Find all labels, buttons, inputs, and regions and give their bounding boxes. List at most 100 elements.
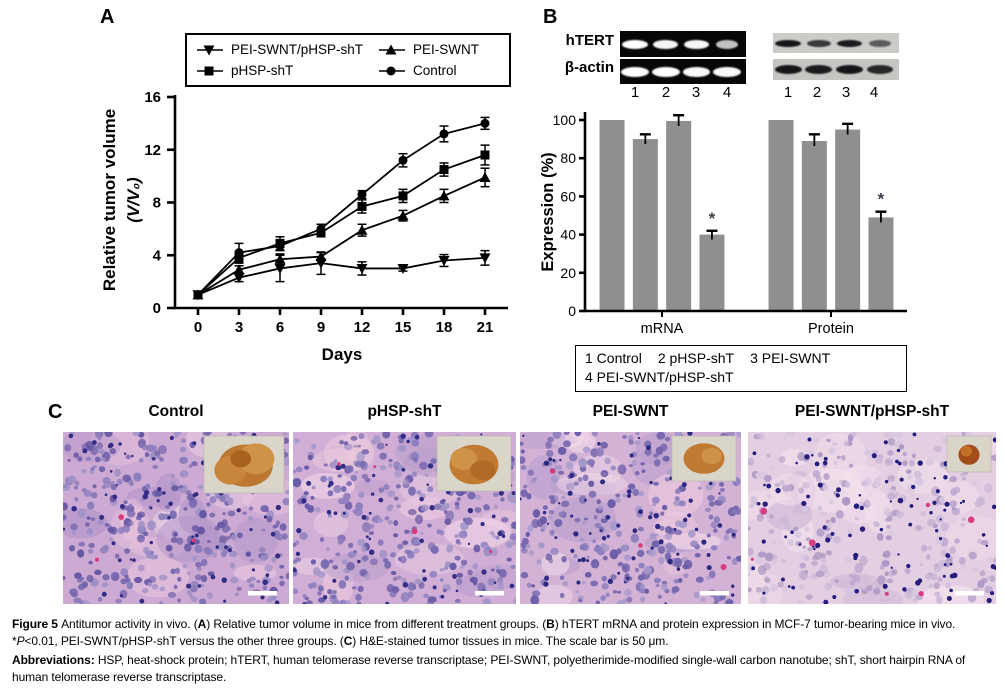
svg-text:3: 3	[235, 319, 243, 336]
svg-text:20: 20	[560, 265, 576, 281]
scale-bar	[700, 591, 729, 596]
blot-images: hTERT β-actin 1 2 3 4 1 2 3 4	[540, 28, 1004, 104]
expression-bar-chart: * mRNA * Protein 0 20 40 60 80 100 Expression (%)	[540, 112, 907, 337]
panel-b-label: B	[543, 6, 558, 28]
protein-band	[806, 39, 831, 47]
legend-label: PEI-SWNT	[413, 42, 479, 57]
caption-abbreviations: Abbreviations: HSP, heat-shock protein; …	[12, 652, 994, 686]
bar-Control	[768, 120, 794, 311]
legend-entry: 1 Control	[585, 350, 642, 366]
blot-row-label-bactin: β-actin	[564, 59, 614, 76]
blot-row-label-htert: hTERT	[565, 32, 614, 49]
he-stain-image	[520, 432, 741, 604]
error-bar	[639, 133, 651, 145]
significance-asterisk: *	[878, 190, 885, 209]
tumor-photo-inset	[436, 435, 512, 492]
triangle-up-marker-icon	[379, 44, 405, 54]
legend-item: PEI-SWNT	[377, 42, 501, 57]
caption-text: Figure 5 Antitumor activity in vivo. (A)…	[12, 616, 994, 650]
bar-PEI-SWNT	[835, 129, 861, 311]
histology-title-pei-swnt: PEI-SWNT	[592, 403, 669, 420]
lane-number: 1	[783, 84, 793, 101]
svg-text:(V/V₀): (V/V₀)	[124, 177, 143, 223]
lane-number: 4	[869, 84, 879, 101]
svg-text:Expression (%): Expression (%)	[540, 152, 557, 271]
blot-protein-bactin	[773, 59, 899, 80]
lane-number: 1	[630, 84, 640, 101]
protein-band	[835, 65, 863, 74]
scale-bar	[475, 591, 504, 596]
svg-text:80: 80	[560, 150, 576, 166]
legend-item: pHSP-shT	[195, 63, 377, 78]
legend-entry: 4 PEI-SWNT/pHSP-shT	[585, 369, 734, 385]
scale-bar	[955, 591, 984, 596]
protein-band	[774, 65, 802, 74]
triangle-down-marker-icon	[197, 45, 223, 55]
svg-text:18: 18	[436, 319, 453, 336]
tumor-photo-inset	[946, 435, 992, 473]
panel-a-label: A	[100, 6, 115, 28]
svg-text:4: 4	[153, 247, 162, 264]
svg-text:12: 12	[354, 319, 371, 336]
figure-caption: Figure 5 Antitumor activity in vivo. (A)…	[12, 616, 994, 688]
legend-label: pHSP-shT	[231, 63, 294, 78]
lane-number: 2	[661, 84, 671, 101]
square-marker-icon	[197, 66, 223, 75]
series-Control	[193, 116, 490, 300]
histology-image-control	[63, 432, 289, 604]
protein-band	[775, 39, 801, 47]
histology-title-control: Control	[148, 403, 204, 420]
protein-band	[869, 39, 891, 47]
circle-marker-icon	[379, 66, 405, 75]
caption-segment: ) H&E-stained tumor tissues in mice. The…	[352, 634, 669, 648]
protein-band	[713, 66, 741, 77]
lane-number: 2	[812, 84, 822, 101]
svg-text:6: 6	[276, 319, 284, 336]
bar-Control	[599, 120, 625, 311]
protein-band	[621, 66, 649, 77]
protein-band	[622, 39, 648, 49]
bar-PEI-SWNT	[666, 120, 692, 311]
caption-segment: Figure 5	[12, 617, 62, 631]
legend-entry: 3 PEI-SWNT	[750, 350, 831, 366]
protein-band	[651, 66, 680, 77]
error-bar	[842, 122, 854, 135]
svg-text:0: 0	[194, 319, 202, 336]
legend-item: Control	[377, 63, 501, 78]
svg-text:16: 16	[144, 89, 161, 106]
caption-segment: P	[16, 634, 25, 648]
significance-asterisk: *	[709, 209, 716, 228]
svg-text:9: 9	[317, 319, 325, 336]
protein-band	[682, 66, 711, 77]
histology-image-pei-swnt-phsp-sht	[748, 432, 996, 604]
panel-c-label: C	[48, 401, 63, 423]
protein-band	[683, 39, 710, 49]
svg-text:15: 15	[395, 319, 412, 336]
svg-text:0: 0	[568, 303, 576, 319]
axes	[167, 95, 508, 315]
tumor-volume-line-chart: 0 4 8 12 16 0 3 6 9 12 15 18 21 Days Relative tumor vo…	[100, 89, 508, 364]
histology-title-phsp-sht: pHSP-shT	[367, 403, 442, 420]
gel-mrna-htert	[620, 31, 746, 57]
lane-number: 4	[722, 84, 732, 101]
svg-text:Relative tumor volume: Relative tumor volume	[100, 109, 119, 291]
lane-number: 3	[691, 84, 701, 101]
he-stain-image	[748, 432, 996, 604]
legend-label: Control	[413, 63, 457, 78]
svg-text:100: 100	[553, 112, 577, 128]
bar-PEI-SWNT/pHSP-shT	[699, 234, 725, 311]
caption-segment: Antitumor activity in vivo. (	[61, 617, 198, 631]
protein-band	[653, 39, 679, 49]
lane-number: 3	[841, 84, 851, 101]
he-stain-image	[63, 432, 289, 604]
svg-text:8: 8	[153, 195, 161, 212]
protein-band	[716, 39, 738, 49]
legend-item: PEI-SWNT/pHSP-shT	[195, 42, 377, 57]
scale-bar	[248, 591, 277, 596]
caption-segment: B	[546, 617, 555, 631]
error-bar	[673, 114, 685, 126]
protein-band	[867, 65, 893, 74]
svg-text:60: 60	[560, 188, 576, 204]
error-bar	[808, 133, 820, 147]
